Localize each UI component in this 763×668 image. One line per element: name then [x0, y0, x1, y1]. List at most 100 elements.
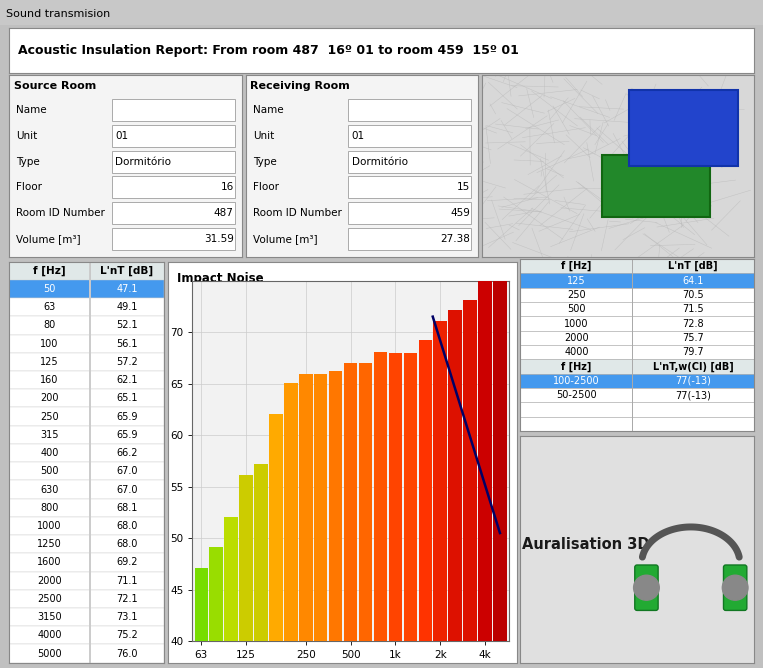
- Bar: [9, 371, 164, 389]
- Text: 68.1: 68.1: [116, 503, 137, 513]
- Text: Floor: Floor: [253, 182, 278, 192]
- Text: 01: 01: [352, 131, 365, 141]
- Text: 80: 80: [43, 321, 56, 331]
- Bar: [284, 383, 298, 668]
- Text: 1250: 1250: [37, 539, 62, 549]
- Bar: [463, 300, 477, 668]
- Bar: [9, 462, 164, 480]
- FancyBboxPatch shape: [348, 228, 472, 250]
- Text: Floor: Floor: [16, 182, 42, 192]
- Bar: [314, 374, 327, 668]
- Text: 125: 125: [567, 276, 586, 286]
- Text: L'nT [dB]: L'nT [dB]: [668, 261, 718, 271]
- FancyBboxPatch shape: [635, 565, 658, 611]
- Bar: [520, 273, 754, 288]
- Bar: [388, 353, 402, 668]
- FancyBboxPatch shape: [111, 125, 235, 147]
- Text: 75.2: 75.2: [116, 631, 138, 641]
- Text: f [Hz]: f [Hz]: [562, 361, 591, 371]
- Bar: [404, 353, 417, 668]
- Text: 2000: 2000: [37, 576, 62, 586]
- Bar: [9, 426, 164, 444]
- Text: Unit: Unit: [16, 131, 37, 141]
- Text: 250: 250: [567, 290, 586, 300]
- Bar: [419, 340, 432, 668]
- Bar: [520, 259, 754, 273]
- Text: 52.1: 52.1: [116, 321, 137, 331]
- Text: 1000: 1000: [564, 319, 588, 329]
- FancyBboxPatch shape: [348, 100, 472, 121]
- Bar: [9, 353, 164, 371]
- Text: 100-2500: 100-2500: [553, 376, 600, 386]
- FancyBboxPatch shape: [111, 228, 235, 250]
- FancyBboxPatch shape: [111, 151, 235, 172]
- Text: 64.1: 64.1: [682, 276, 703, 286]
- Text: 2500: 2500: [37, 594, 62, 604]
- Text: 67.0: 67.0: [116, 484, 137, 494]
- FancyBboxPatch shape: [348, 202, 472, 224]
- Bar: [520, 417, 754, 431]
- Bar: [520, 317, 754, 331]
- Text: Auralisation 3D: Auralisation 3D: [522, 537, 649, 552]
- Bar: [520, 288, 754, 302]
- Text: 72.1: 72.1: [116, 594, 137, 604]
- Text: Sound transmision: Sound transmision: [6, 9, 111, 19]
- Text: 73.1: 73.1: [116, 612, 137, 622]
- FancyBboxPatch shape: [348, 151, 472, 172]
- FancyBboxPatch shape: [111, 176, 235, 198]
- Bar: [9, 517, 164, 535]
- FancyBboxPatch shape: [111, 100, 235, 121]
- Bar: [374, 351, 387, 668]
- Text: 67.0: 67.0: [116, 466, 137, 476]
- Text: L'nT [dB]: L'nT [dB]: [100, 266, 153, 276]
- Bar: [359, 363, 372, 668]
- Bar: [9, 626, 164, 645]
- Bar: [9, 535, 164, 553]
- Text: Dormitório: Dormitório: [115, 156, 171, 166]
- Text: 630: 630: [40, 484, 59, 494]
- Text: 1000: 1000: [37, 521, 62, 531]
- Text: 16: 16: [221, 182, 233, 192]
- Bar: [9, 498, 164, 517]
- Text: 5000: 5000: [37, 649, 62, 659]
- Text: 1600: 1600: [37, 557, 62, 567]
- Circle shape: [633, 575, 659, 600]
- Text: 71.5: 71.5: [682, 304, 704, 314]
- Bar: [520, 388, 754, 402]
- Text: 459: 459: [450, 208, 470, 218]
- Bar: [9, 480, 164, 498]
- Bar: [329, 371, 343, 668]
- Text: Impact Noise: Impact Noise: [176, 272, 263, 285]
- Text: 71.1: 71.1: [116, 576, 137, 586]
- Text: 68.0: 68.0: [116, 539, 137, 549]
- Bar: [9, 553, 164, 572]
- Text: 4000: 4000: [37, 631, 62, 641]
- Bar: [195, 568, 208, 668]
- Text: Acoustic Insulation Report: From room 487  16º 01 to room 459  15º 01: Acoustic Insulation Report: From room 48…: [18, 44, 519, 57]
- Bar: [520, 302, 754, 317]
- Text: 76.0: 76.0: [116, 649, 137, 659]
- Text: 57.2: 57.2: [116, 357, 138, 367]
- Text: 31.59: 31.59: [204, 234, 233, 244]
- Bar: [520, 345, 754, 359]
- Text: Room ID Number: Room ID Number: [16, 208, 105, 218]
- Bar: [344, 363, 357, 668]
- Text: 27.38: 27.38: [440, 234, 470, 244]
- Text: 77(-13): 77(-13): [675, 390, 711, 400]
- Text: Volume [m³]: Volume [m³]: [16, 234, 81, 244]
- FancyBboxPatch shape: [723, 565, 747, 611]
- Text: 68.0: 68.0: [116, 521, 137, 531]
- Text: 49.1: 49.1: [116, 302, 137, 312]
- FancyBboxPatch shape: [111, 202, 235, 224]
- Text: Type: Type: [253, 156, 276, 166]
- Bar: [240, 476, 253, 668]
- Bar: [224, 516, 238, 668]
- Text: 75.7: 75.7: [682, 333, 704, 343]
- Bar: [254, 464, 268, 668]
- Text: 3150: 3150: [37, 612, 62, 622]
- Text: Name: Name: [16, 105, 47, 115]
- Text: 50: 50: [43, 284, 56, 294]
- Bar: [9, 335, 164, 353]
- Text: 400: 400: [40, 448, 59, 458]
- Bar: [520, 359, 754, 373]
